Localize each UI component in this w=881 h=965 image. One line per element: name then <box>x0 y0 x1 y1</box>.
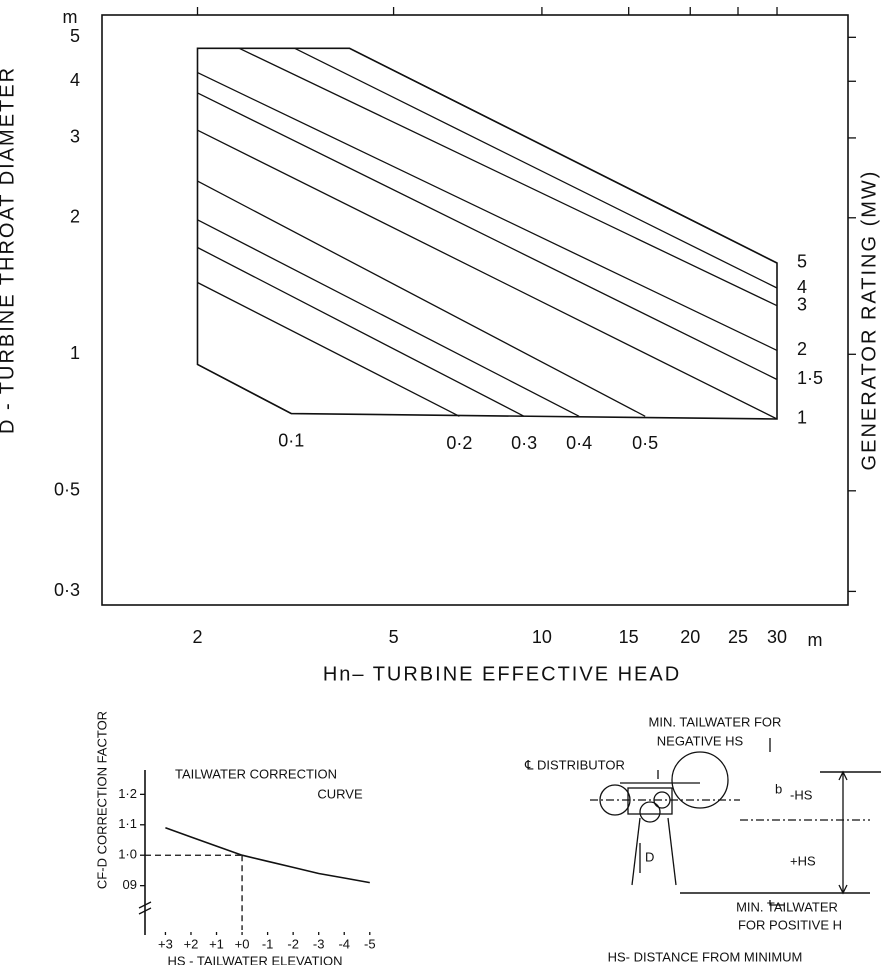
y-tick-label: 0·3 <box>54 580 80 600</box>
x-tick-label: 30 <box>767 627 787 647</box>
rating-label: 5 <box>797 252 807 272</box>
draft-tube <box>631 817 641 886</box>
rating-line <box>197 129 778 420</box>
x-tick-label: +3 <box>158 936 173 951</box>
y-unit: m <box>63 7 78 27</box>
y-tick-label: 1·2 <box>118 786 137 801</box>
x-tick-label: 2 <box>192 627 202 647</box>
positive-label: MIN. TAILWATER <box>736 899 838 914</box>
turbine-diagram: MIN. TAILWATER FOR NEGATIVE HS ℄ DISTRIB… <box>524 714 881 964</box>
distributor-label: ℄ DISTRIBUTOR <box>524 757 625 772</box>
rating-label: 1 <box>797 408 807 428</box>
chart-title: TAILWATER CORRECTION <box>175 766 337 781</box>
x-tick-label: 25 <box>728 627 748 647</box>
rating-label: 0·1 <box>278 430 304 450</box>
rating-line <box>197 246 525 417</box>
x-tick-label: +2 <box>184 936 199 951</box>
plus-hs-label: +HS <box>790 853 816 868</box>
rating-line <box>197 281 460 417</box>
correction-curve <box>165 827 370 884</box>
x-tick-label: -3 <box>313 936 325 951</box>
x-tick-label: 15 <box>619 627 639 647</box>
envelope <box>196 47 778 420</box>
d-label: D <box>645 849 654 864</box>
x-axis-label: Hn– TURBINE EFFECTIVE HEAD <box>323 663 681 685</box>
rating-label: 0·3 <box>511 433 537 453</box>
rating-line <box>197 72 778 351</box>
rating-label: 0·4 <box>566 433 592 453</box>
x-unit: m <box>808 630 823 650</box>
y2-axis-label: GENERATOR RATING (MW) <box>858 170 880 471</box>
y-tick-label: 3 <box>70 127 80 147</box>
rating-label: 0·5 <box>632 433 658 453</box>
chart-title: CURVE <box>317 786 363 801</box>
x-tick-label: +0 <box>235 936 250 951</box>
rating-label: 1·5 <box>797 368 823 388</box>
y-tick-label: 09 <box>123 877 137 892</box>
rating-label: 2 <box>797 339 807 359</box>
diagram-caption: HS- DISTANCE FROM MINIMUM <box>608 949 803 964</box>
y-tick-label: 1·0 <box>118 847 137 862</box>
casing <box>627 787 673 815</box>
rating-line <box>238 47 778 307</box>
y-tick-label: 1 <box>70 343 80 363</box>
rating-label: 3 <box>797 294 807 314</box>
x-tick-label: -4 <box>338 936 350 951</box>
x-tick-label: -2 <box>287 936 299 951</box>
rating-line <box>197 363 292 415</box>
minus-hs-label: -HS <box>790 787 813 802</box>
y-tick-label: 2 <box>70 207 80 227</box>
x-tick-label: -5 <box>364 936 376 951</box>
x-tick-label: 20 <box>680 627 700 647</box>
x-tick-label: 5 <box>389 627 399 647</box>
rating-line <box>197 219 580 417</box>
x-tick-label: -1 <box>262 936 274 951</box>
negative-label: MIN. TAILWATER FOR <box>649 714 782 729</box>
arrowheads <box>838 770 848 895</box>
rating-label: 0·2 <box>446 433 472 453</box>
generator-circle <box>671 751 729 809</box>
y-axis-label: D - TURBINE THROAT DIAMETER <box>0 66 18 434</box>
axis-break <box>138 901 152 915</box>
rating-line <box>349 47 778 264</box>
rating-line <box>197 180 646 417</box>
x-tick-label: 10 <box>532 627 552 647</box>
rating-line <box>294 47 778 289</box>
x-axis-label: HS - TAILWATER ELEVATION <box>167 953 342 965</box>
leaders <box>657 738 785 906</box>
rating-line <box>197 92 778 381</box>
plot-frame <box>101 14 849 606</box>
x-tick-label: +1 <box>209 936 224 951</box>
positive-label: FOR POSITIVE H <box>738 917 842 932</box>
y-axis-label: CF-D CORRECTION FACTOR <box>94 711 109 889</box>
draft-tube <box>667 817 677 886</box>
negative-label: NEGATIVE HS <box>657 733 744 748</box>
rating-label: 4 <box>797 277 807 297</box>
y-tick-label: 0·5 <box>54 480 80 500</box>
hub <box>639 801 661 823</box>
y-tick-label: 1·1 <box>118 816 137 831</box>
y-tick-label: 4 <box>70 70 80 90</box>
y-tick-label: 5 <box>70 26 80 46</box>
b-label: b <box>775 781 782 796</box>
